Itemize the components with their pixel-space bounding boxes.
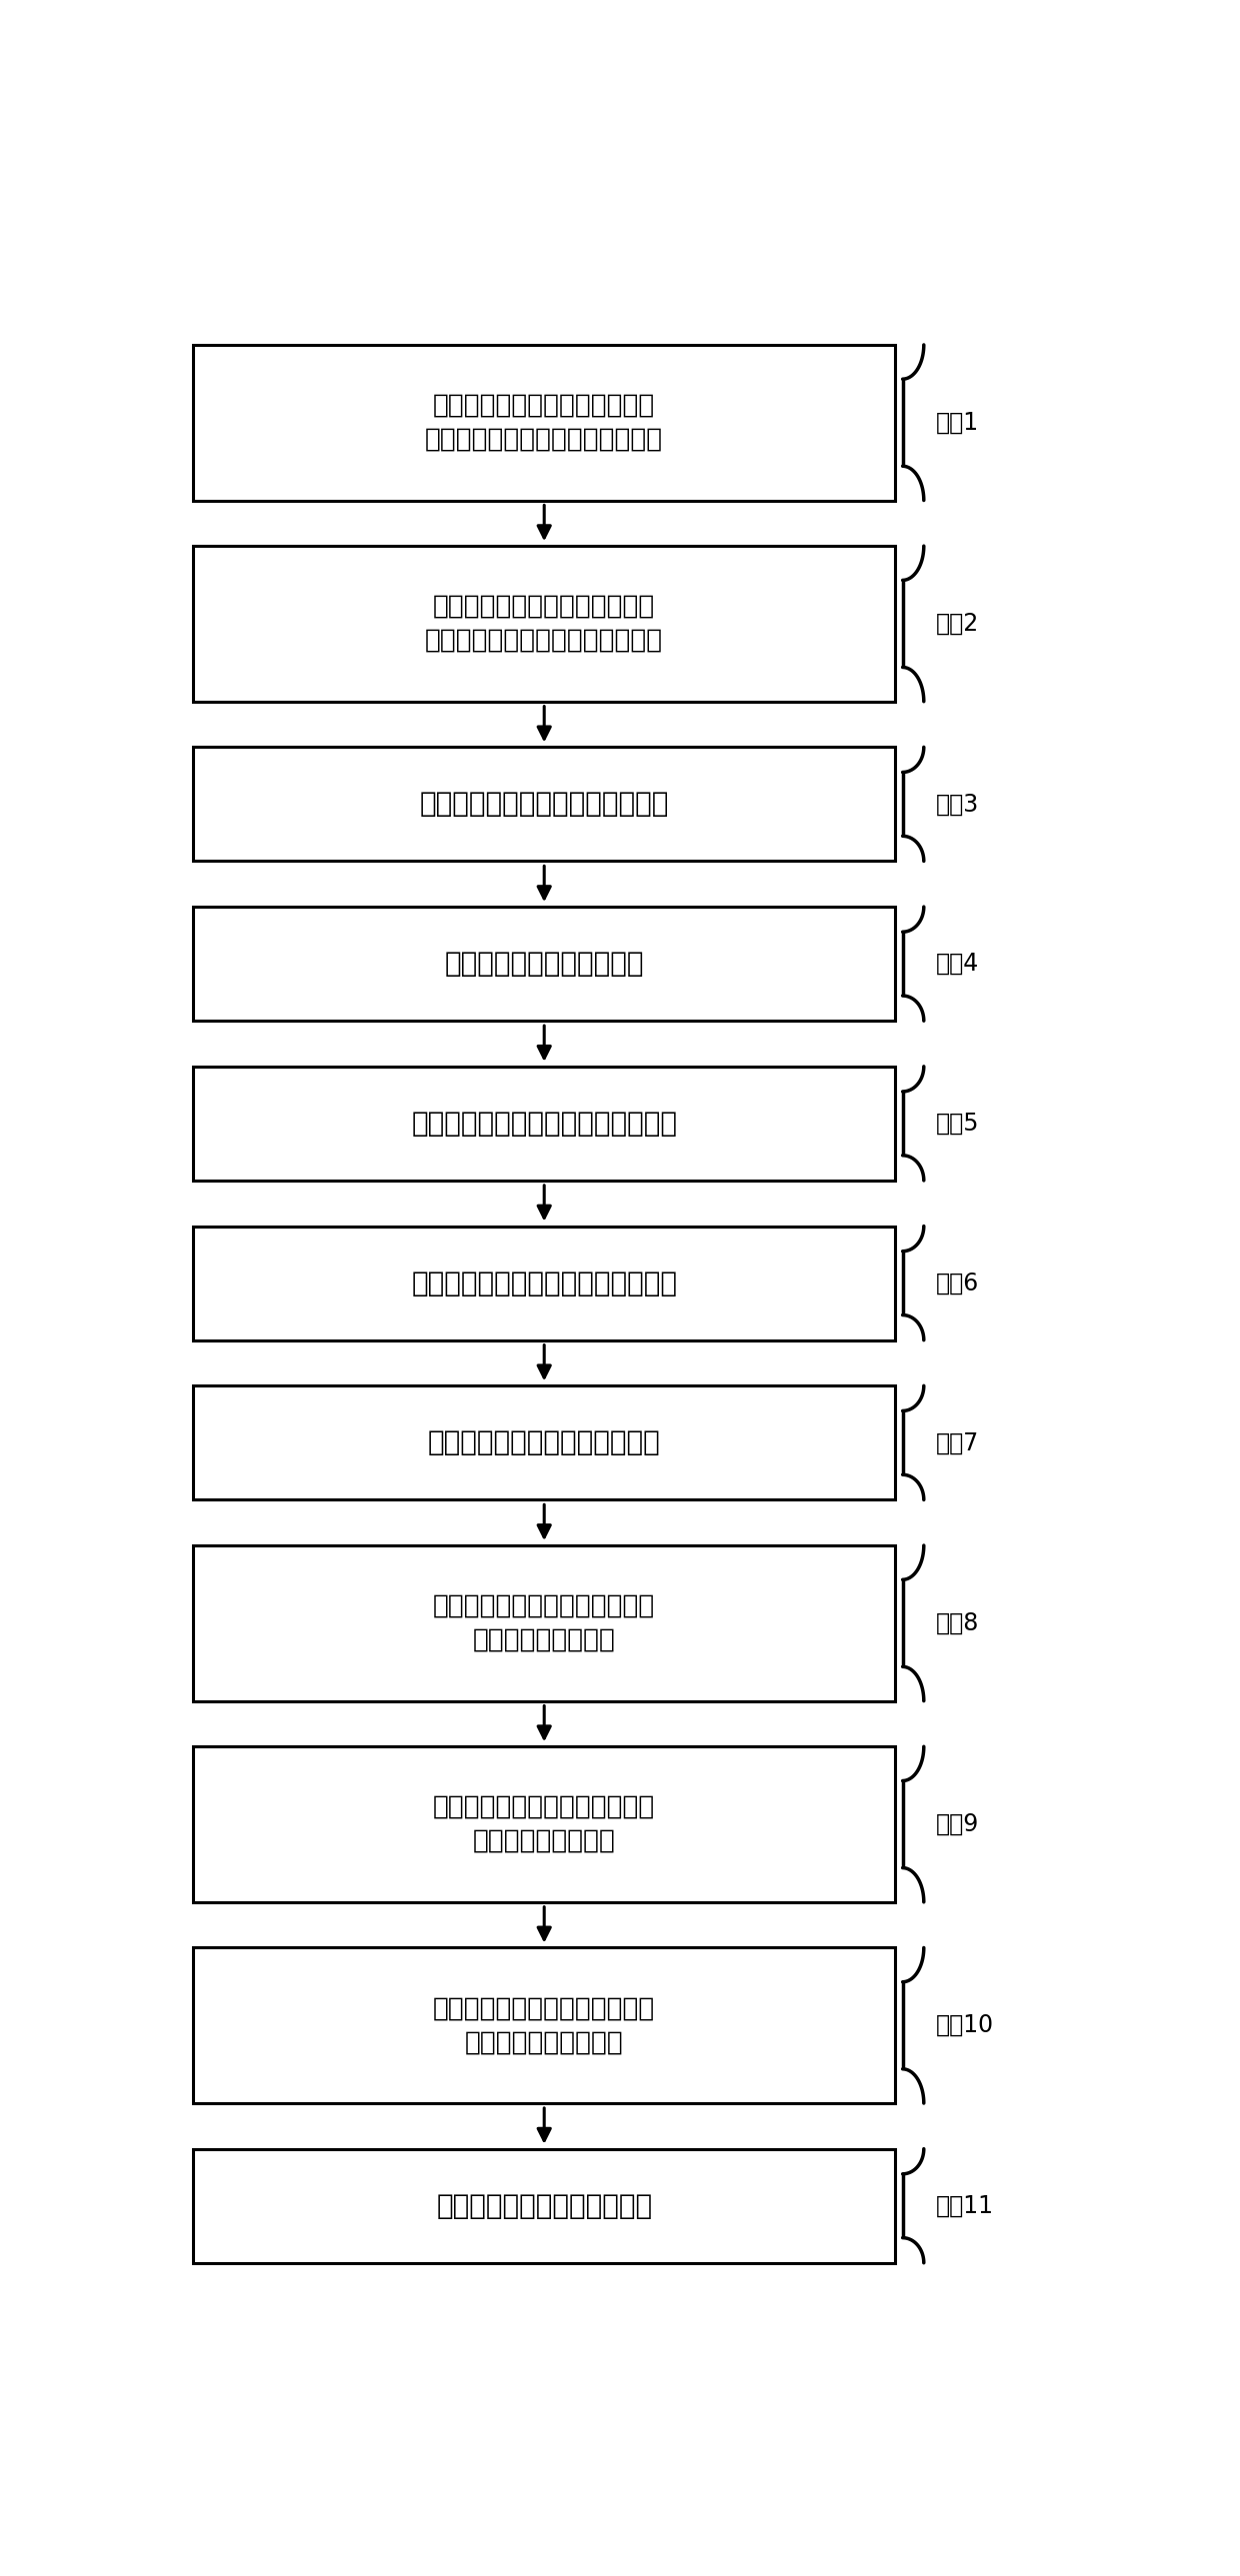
Bar (193, 1386, 895, 1499)
Text: 计算补偿目标输入轴转速平均变化率: 计算补偿目标输入轴转速平均变化率 (412, 1270, 677, 1298)
Text: 步骤1: 步骤1 (935, 410, 978, 435)
Bar (193, 1747, 895, 1901)
Text: 步骤11: 步骤11 (935, 2195, 993, 2218)
Bar (193, 1546, 895, 1700)
Text: 计算自动变速器当前档位的换档点: 计算自动变速器当前档位的换档点 (419, 791, 668, 819)
Bar (193, 907, 895, 1020)
Bar (193, 1226, 895, 1340)
Text: 步骤9: 步骤9 (935, 1814, 978, 1837)
Text: 步骤7: 步骤7 (935, 1430, 978, 1455)
Bar (193, 345, 895, 500)
Text: 计算自动变速器换档过程中第一
阶段的补偿换档时间: 计算自动变速器换档过程中第一 阶段的补偿换档时间 (433, 1795, 655, 1855)
Text: 计算自动变速器换档过程中第一
阶段的总目标换档时间: 计算自动变速器换档过程中第一 阶段的总目标换档时间 (433, 1996, 655, 2056)
Bar (193, 1947, 895, 2102)
Bar (193, 1066, 895, 1180)
Text: 步骤10: 步骤10 (935, 2014, 993, 2038)
Text: 调整第一阶段接合离合器压力: 调整第一阶段接合离合器压力 (436, 2192, 652, 2221)
Text: 计算自动变速器的目标档位: 计算自动变速器的目标档位 (444, 951, 644, 979)
Text: 步骤8: 步骤8 (935, 1610, 978, 1636)
Text: 步骤5: 步骤5 (935, 1110, 978, 1136)
Bar (193, 546, 895, 701)
Text: 计算自动变速器换档过程中第一
阶段的基础换档时间: 计算自动变速器换档过程中第一 阶段的基础换档时间 (433, 1592, 655, 1654)
Text: 计算自动变速器换档过程中第一
阶段的实际输入轴扭矩平均变化率: 计算自动变速器换档过程中第一 阶段的实际输入轴扭矩平均变化率 (425, 592, 663, 654)
Text: 计算基础目标输入轴转速平均变化率: 计算基础目标输入轴转速平均变化率 (412, 1110, 677, 1139)
Text: 步骤6: 步骤6 (935, 1270, 978, 1296)
Bar (193, 747, 895, 860)
Text: 步骤2: 步骤2 (935, 611, 978, 636)
Text: 步骤4: 步骤4 (935, 951, 978, 976)
Bar (193, 2148, 895, 2262)
Text: 计算自动变速器换档过程中第一
阶段的实际输入轴转速平均变化率: 计算自动变速器换档过程中第一 阶段的实际输入轴转速平均变化率 (425, 392, 663, 453)
Text: 步骤3: 步骤3 (935, 793, 978, 817)
Text: 计算目标输入轴转速平均变化率: 计算目标输入轴转速平均变化率 (428, 1430, 661, 1458)
